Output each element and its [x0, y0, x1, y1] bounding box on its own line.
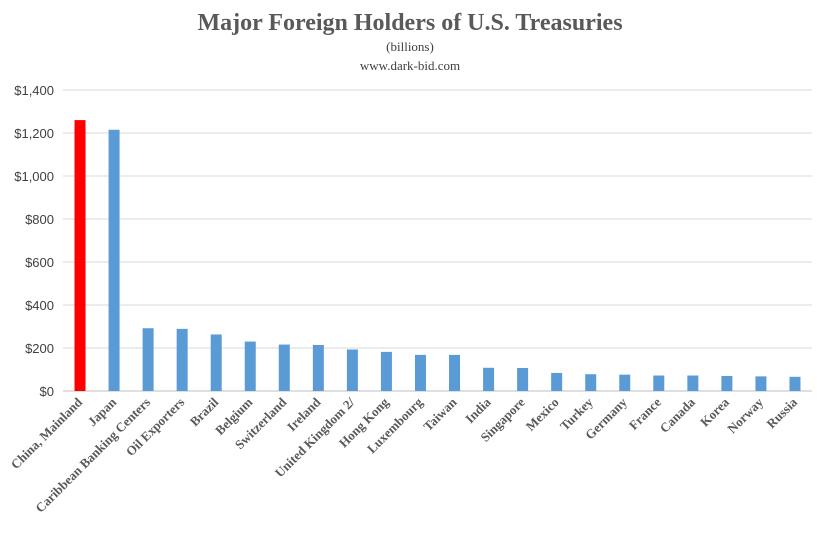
y-tick-label: $1,400 — [14, 83, 54, 98]
bar — [551, 372, 563, 391]
y-axis-ticks: $0 $200 $400 $600 $800 $1,000 $1,200 $1,400 — [14, 83, 54, 399]
bar — [585, 374, 597, 391]
x-category-label: China, Mainland — [8, 394, 86, 472]
bar — [483, 367, 495, 391]
bar — [142, 328, 154, 391]
bar — [108, 129, 120, 391]
x-category-label: Canada — [657, 394, 699, 436]
bar — [414, 354, 426, 391]
y-tick-label: $0 — [40, 384, 54, 399]
y-tick-label: $600 — [25, 255, 54, 270]
chart-title: Major Foreign Holders of U.S. Treasuries — [197, 10, 622, 36]
x-category-label: Norway — [724, 394, 766, 436]
x-category-label: Russia — [763, 394, 800, 431]
chart-source: www.dark-bid.com — [360, 58, 460, 73]
bar — [619, 374, 631, 391]
bar — [687, 375, 699, 391]
bar — [176, 328, 188, 391]
x-category-label: Mexico — [523, 395, 562, 434]
bar — [312, 344, 324, 391]
gridlines — [63, 89, 812, 392]
bar — [517, 367, 529, 391]
bar — [789, 376, 801, 391]
bar — [653, 375, 665, 391]
y-tick-label: $1,000 — [14, 169, 54, 184]
y-tick-label: $1,200 — [14, 126, 54, 141]
y-tick-label: $200 — [25, 341, 54, 356]
x-category-label: Taiwan — [420, 394, 460, 434]
chart-subtitle: (billions) — [386, 39, 434, 54]
bar — [278, 344, 290, 391]
bars — [74, 120, 801, 391]
bar — [346, 349, 358, 391]
bar — [721, 375, 733, 391]
bar — [210, 334, 222, 391]
y-tick-label: $800 — [25, 212, 54, 227]
bar — [380, 351, 392, 391]
bar — [449, 354, 461, 391]
bar — [244, 341, 256, 391]
bar — [74, 120, 86, 391]
bar — [755, 376, 767, 391]
y-tick-label: $400 — [25, 298, 54, 313]
